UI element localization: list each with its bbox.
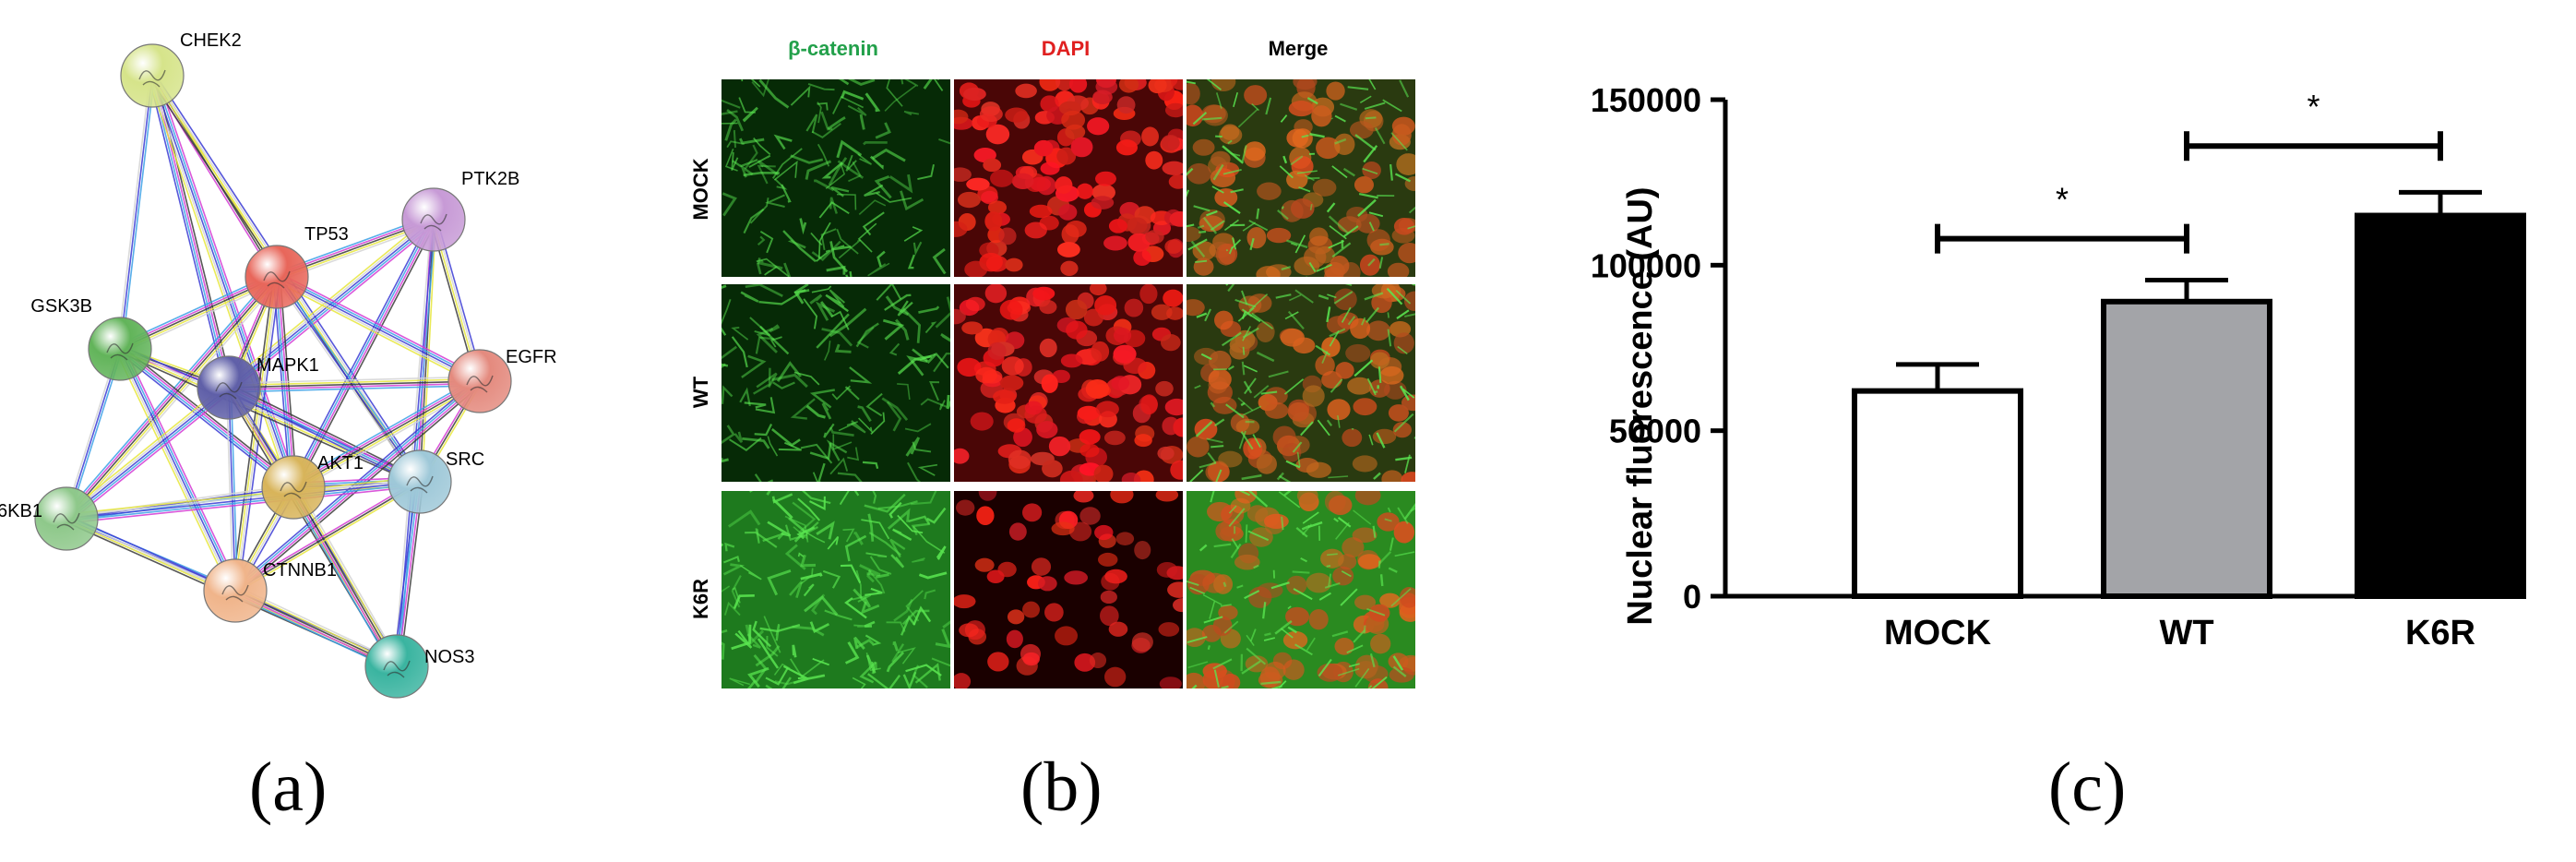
panel-c-letter: (c)	[2048, 748, 2127, 826]
micrograph-k6r-merge	[1187, 491, 1415, 688]
node-akt1: AKT1	[261, 453, 364, 520]
y-tick-label: 150000	[1591, 81, 1701, 119]
node-label: MAPK1	[256, 355, 319, 376]
node-label: NOS3	[424, 647, 474, 667]
edge-gsk3b-akt1	[117, 345, 296, 491]
node-egfr: EGFR	[447, 347, 557, 413]
node-nos3: NOS3	[364, 634, 474, 699]
row-label-k6r: K6R	[689, 579, 712, 620]
y-axis-label: Nuclear fluorescence (AU)	[1621, 186, 1660, 625]
micrograph-wt-catenin	[722, 284, 950, 482]
node-rps6kb1: RPS6KB1	[0, 486, 99, 551]
chart-body: 0 50000 100000 150000 MOCK WT K6R * *	[1591, 81, 2526, 652]
node-label: CHEK2	[180, 30, 242, 51]
node-label: GSK3B	[30, 296, 92, 317]
edge-tp53-rps6kb1	[62, 273, 281, 522]
node-label: SRC	[446, 449, 484, 470]
x-tick-label: WT	[2159, 614, 2213, 652]
significance-bracket-2: *	[2184, 88, 2443, 162]
edge-src-rps6kb1	[66, 476, 421, 524]
micrograph-mock-catenin	[722, 79, 950, 277]
edge-akt1-nos3	[289, 485, 401, 669]
edge-mapk1-rps6kb1	[63, 383, 233, 523]
edge-src-ctnnb1	[233, 479, 422, 593]
node-mapk1: MAPK1	[197, 355, 319, 420]
node-label: RPS6KB1	[0, 501, 42, 521]
panel-b-letter: (b)	[1020, 748, 1103, 826]
panel-a-letter: (a)	[249, 748, 328, 826]
significance-star: *	[2307, 88, 2320, 126]
node-label: CTNNB1	[263, 560, 337, 581]
bar-wt	[2101, 298, 2272, 599]
edge-egfr-akt1	[291, 377, 483, 492]
edge-mapk1-ctnnb1	[225, 387, 239, 592]
network-panel: CHEK2 PTK2B TP53 GSK3B MAPK1 EGFR AKT1 SRC RPS6K…	[0, 0, 738, 862]
col-label-beta-catenin: β-catenin	[788, 37, 878, 60]
significance-bracket-1: *	[1935, 181, 2189, 254]
node-label: PTK2B	[461, 169, 519, 189]
row-label-wt: WT	[689, 376, 712, 409]
node-ctnnb1: CTNNB1	[203, 558, 337, 623]
col-label-dapi: DAPI	[1041, 37, 1091, 60]
edge-chek2-gsk3b	[116, 75, 156, 350]
micrograph-mock-dapi	[954, 79, 1183, 277]
edge-mapk1-egfr	[228, 376, 481, 393]
protein-network: CHEK2 PTK2B TP53 GSK3B MAPK1 EGFR AKT1 SRC RPS6K…	[0, 30, 557, 699]
node-gsk3b: GSK3B	[30, 296, 152, 381]
microscopy-panel: β-catenin DAPI Merge MOCK WT K6R (b)	[683, 0, 1476, 862]
micrograph-k6r-dapi	[954, 491, 1183, 688]
micrograph-wt-merge	[1187, 284, 1415, 482]
node-tp53: TP53	[244, 224, 349, 309]
bar-chart: Nuclear fluorescence (AU) 0 50000 100000 15…	[1591, 81, 2526, 652]
significance-star: *	[2056, 181, 2069, 219]
row-label-mock: MOCK	[689, 158, 712, 221]
x-tick-label: K6R	[2405, 614, 2475, 652]
node-src: SRC	[388, 449, 484, 514]
bar-chart-panel: Nuclear fluorescence (AU) 0 50000 100000 15…	[1568, 0, 2576, 862]
node-chek2: CHEK2	[120, 30, 242, 108]
edge-ptk2b-nos3	[393, 219, 437, 667]
col-label-merge: Merge	[1268, 37, 1329, 60]
edge-mapk1-src	[227, 384, 422, 485]
bar-mock	[1852, 388, 2023, 600]
node-label: AKT1	[317, 453, 364, 473]
edge-tp53-egfr	[274, 272, 483, 386]
edge-chek2-mapk1	[148, 74, 233, 389]
bar-k6r	[2355, 212, 2526, 600]
y-tick-label: 100000	[1591, 246, 1701, 284]
micrograph-wt-dapi	[954, 284, 1183, 482]
network-nodes: CHEK2 PTK2B TP53 GSK3B MAPK1 EGFR AKT1 SRC RPS6K…	[0, 30, 557, 699]
y-tick-label: 0	[1683, 578, 1701, 616]
x-tick-label: MOCK	[1884, 614, 1992, 652]
edge-gsk3b-ctnnb1	[114, 346, 241, 593]
node-label: EGFR	[506, 347, 557, 367]
node-label: TP53	[304, 224, 349, 245]
edge-ptk2b-akt1	[290, 217, 437, 490]
y-tick-label: 50000	[1609, 413, 1701, 450]
micrograph-mock-merge	[1187, 79, 1415, 277]
micrograph-k6r-catenin	[722, 491, 950, 688]
node-ptk2b: PTK2B	[401, 169, 519, 252]
